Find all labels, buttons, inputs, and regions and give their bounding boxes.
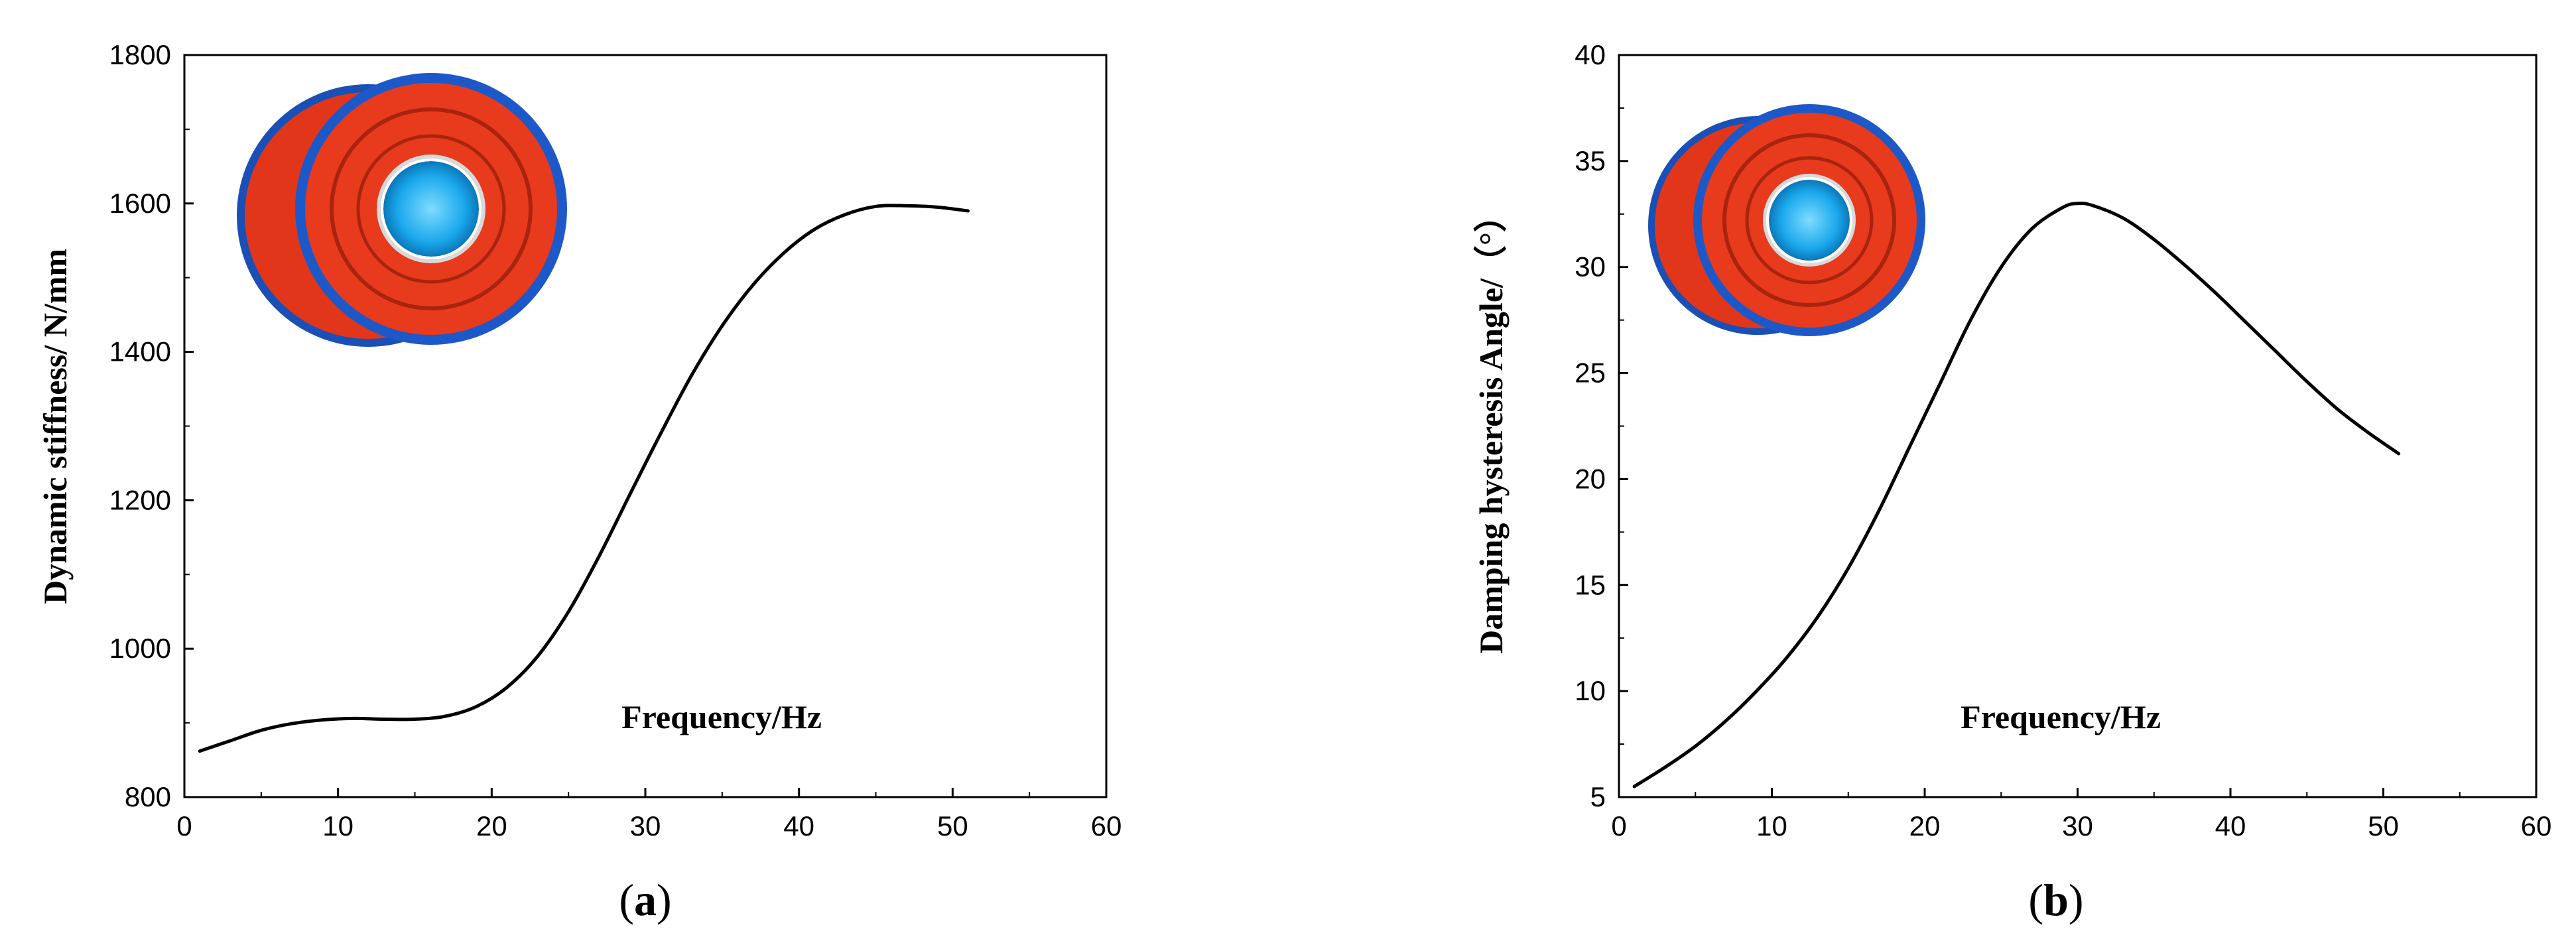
- panel-label-a-letter: a: [634, 875, 657, 925]
- y-axis-label-a: Dynamic stiffness/ N/mm: [36, 249, 74, 604]
- chart-panel-a: 0 10 20 30 40 50 60 800 1000 1200 1400 1600 1800 Dy…: [36, 39, 1122, 925]
- y-tick-label-a: 1800: [109, 39, 171, 70]
- series-line-a-0: [198, 204, 970, 753]
- y-tick-label-a: 1400: [109, 336, 171, 367]
- y-tick-label-a: 1600: [109, 188, 171, 219]
- x-tick-label-b: 10: [1756, 810, 1787, 842]
- x-tick-label-b: 30: [2062, 810, 2093, 842]
- y-tick-label-b: 10: [1575, 675, 1606, 706]
- x-tick-label-a: 20: [476, 810, 507, 842]
- y-tick-label-a: 800: [125, 781, 171, 812]
- x-tick-label-a: 30: [630, 810, 661, 842]
- x-axis-ticks-b: 0 10 20 30 40 50 60: [1611, 788, 2551, 842]
- x-tick-label-a: 40: [783, 810, 814, 842]
- y-axis-label-b: Damping hysteresis Angle/（°）: [1472, 199, 1510, 654]
- y-tick-label-b: 20: [1575, 463, 1606, 494]
- y-axis-ticks-a: 800 1000 1200 1400 1600 1800: [109, 39, 194, 812]
- panel-label-b-open: (: [2028, 875, 2043, 925]
- x-tick-label-b: 20: [1909, 810, 1941, 842]
- inset-image-bushing-b: [1648, 104, 1925, 336]
- y-tick-label-b: 35: [1575, 145, 1606, 176]
- y-tick-label-b: 25: [1575, 357, 1606, 389]
- panel-label-b-letter: b: [2043, 875, 2069, 925]
- y-tick-label-a: 1200: [109, 484, 171, 515]
- y-tick-label-b: 40: [1575, 39, 1606, 70]
- chart-panel-b: 0 10 20 30 40 50 60 5 10 15 20 25 30 35 40 Damping hy…: [1472, 39, 2551, 925]
- y-tick-label-b: 30: [1575, 251, 1606, 282]
- panel-label-b: (b): [2028, 875, 2083, 925]
- panel-label-a-open: (: [619, 875, 634, 925]
- series-group-b: [1632, 202, 2401, 788]
- panel-label-a: (a): [619, 875, 671, 925]
- panel-label-b-close: ): [2069, 875, 2084, 925]
- annotation-frequency-b: Frequency/Hz: [1961, 698, 2161, 735]
- annotation-frequency-a: Frequency/Hz: [621, 698, 822, 735]
- x-tick-label-a: 60: [1091, 810, 1122, 842]
- x-tick-label-b: 60: [2521, 810, 2552, 842]
- y-tick-label-b: 15: [1575, 569, 1606, 600]
- x-tick-label-b: 50: [2368, 810, 2399, 842]
- x-tick-label-a: 50: [937, 810, 968, 842]
- series-line-b-0: [1632, 202, 2401, 788]
- panel-label-a-close: ): [657, 875, 672, 925]
- x-tick-label-b: 40: [2215, 810, 2246, 842]
- y-tick-label-a: 1000: [109, 633, 171, 664]
- y-axis-ticks-b: 5 10 15 20 25 30 35 40: [1575, 39, 1628, 812]
- x-tick-label-b: 0: [1611, 810, 1626, 842]
- inset-image-bushing-a: [237, 73, 567, 347]
- x-axis-ticks-a: 0 10 20 30 40 50 60: [176, 788, 1122, 842]
- series-group-a: [198, 204, 970, 753]
- x-tick-label-a: 0: [176, 810, 192, 842]
- y-tick-label-b: 5: [1590, 781, 1606, 812]
- x-tick-label-a: 10: [322, 810, 354, 842]
